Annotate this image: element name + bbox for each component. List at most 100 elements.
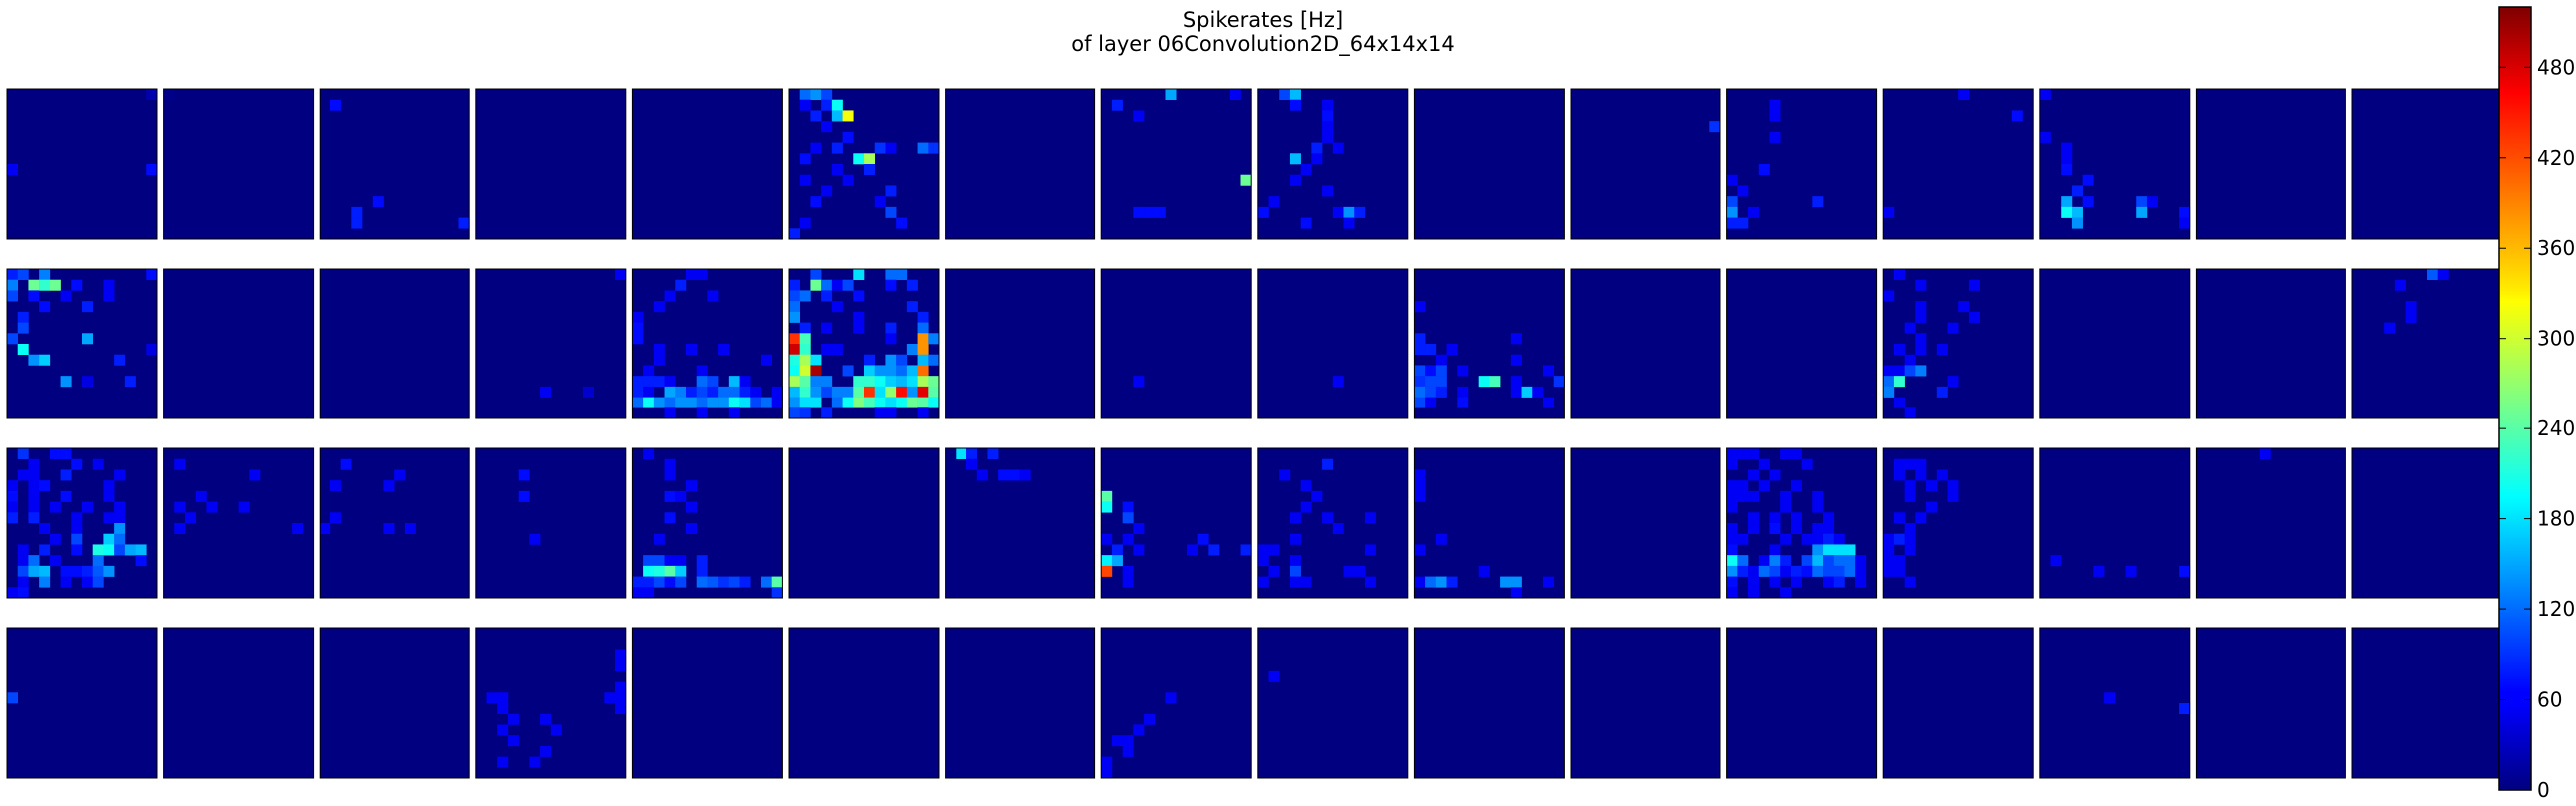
- heatmap-cell: [1322, 121, 1334, 133]
- heatmap-cell: [728, 407, 740, 419]
- heatmap-cell: [799, 99, 811, 111]
- feature-map-border: [1882, 268, 2034, 419]
- heatmap-cell: [885, 376, 897, 388]
- heatmap-cell: [789, 365, 801, 377]
- feature-map-border: [1726, 627, 1878, 779]
- feature-map-background: [475, 89, 626, 239]
- feature-map-background: [475, 448, 626, 598]
- feature-map-background: [2352, 89, 2502, 239]
- heatmap-cell: [7, 480, 19, 492]
- heatmap-cell: [1904, 523, 1916, 535]
- feature-map-border: [475, 447, 627, 599]
- heatmap-cell: [39, 480, 51, 492]
- heatmap-cell: [92, 576, 104, 588]
- heatmap-cell: [1812, 565, 1824, 577]
- heatmap-cell: [885, 354, 897, 366]
- heatmap-cell: [529, 533, 541, 545]
- heatmap-cell: [28, 290, 40, 302]
- heatmap-cell: [1737, 448, 1749, 460]
- feature-map-border: [788, 627, 940, 779]
- heatmap-cell: [1915, 469, 1927, 481]
- heatmap-cell: [507, 735, 519, 747]
- heatmap-cell: [1279, 469, 1291, 481]
- heatmap-cell: [664, 290, 676, 302]
- heatmap-cell: [1435, 365, 1447, 377]
- heatmap-cell: [383, 480, 395, 492]
- feature-map-background: [320, 89, 470, 239]
- heatmap-cell: [750, 386, 762, 398]
- feature-map-border: [1413, 627, 1565, 779]
- heatmap-cell: [1790, 480, 1802, 492]
- heatmap-cell: [831, 142, 843, 154]
- heatmap-cell: [853, 153, 865, 165]
- heatmap-cell: [2179, 206, 2191, 218]
- heatmap-cell: [1833, 555, 1845, 567]
- heatmap-cell: [1414, 544, 1426, 556]
- heatmap-cell: [1510, 333, 1522, 345]
- heatmap-cell: [632, 386, 644, 398]
- heatmap-cell: [7, 333, 19, 345]
- feature-map-22: [945, 268, 1096, 419]
- heatmap-cell: [1133, 544, 1145, 556]
- feature-map-border: [1257, 88, 1409, 240]
- heatmap-cell: [1758, 458, 1770, 470]
- heatmap-cell: [1968, 311, 1980, 323]
- heatmap-cell: [1478, 565, 1490, 577]
- feature-map-39: [1100, 447, 1252, 599]
- heatmap-cell: [2384, 322, 2396, 334]
- heatmap-cell: [632, 333, 644, 345]
- feature-map-20: [631, 268, 783, 419]
- heatmap-cell: [1144, 206, 1156, 218]
- heatmap-cell: [653, 576, 665, 588]
- heatmap-cell: [1332, 206, 1344, 218]
- heatmap-cell: [1812, 501, 1824, 513]
- heatmap-cell: [1833, 565, 1845, 577]
- heatmap-cell: [1726, 565, 1738, 577]
- heatmap-cell: [351, 217, 363, 229]
- heatmap-cell: [103, 480, 115, 492]
- heatmap-cell: [874, 196, 886, 208]
- heatmap-cell: [1289, 576, 1301, 588]
- heatmap-cell: [632, 397, 644, 408]
- heatmap-cell: [831, 301, 843, 313]
- heatmap-cell: [864, 386, 876, 398]
- heatmap-cell: [1414, 333, 1426, 345]
- heatmap-cell: [1904, 407, 1916, 419]
- feature-map-12: [1882, 88, 2034, 240]
- heatmap-cell: [1257, 206, 1269, 218]
- heatmap-cell: [1936, 344, 1948, 356]
- heatmap-cell: [664, 386, 676, 398]
- heatmap-cell: [60, 376, 72, 388]
- heatmap-cell: [39, 279, 51, 291]
- heatmap-cell: [249, 469, 261, 481]
- heatmap-cell: [874, 365, 886, 377]
- heatmap-cell: [874, 386, 886, 398]
- heatmap-cell: [928, 354, 940, 366]
- heatmap-cell: [643, 448, 655, 460]
- feature-map-1: [163, 88, 315, 240]
- feature-map-background: [1571, 89, 1720, 239]
- heatmap-cell: [664, 458, 676, 470]
- heatmap-cell: [917, 365, 929, 377]
- heatmap-cell: [60, 565, 72, 577]
- colorbar-tick-label: 0: [2537, 778, 2550, 802]
- heatmap-cell: [664, 555, 676, 567]
- heatmap-cell: [853, 269, 865, 281]
- heatmap-cell: [853, 376, 865, 388]
- heatmap-cell: [896, 354, 908, 366]
- heatmap-cell: [1133, 206, 1145, 218]
- heatmap-cell: [1769, 110, 1781, 122]
- heatmap-cell: [1726, 217, 1738, 229]
- heatmap-cell: [1904, 365, 1916, 377]
- heatmap-cell: [664, 512, 676, 524]
- heatmap-cell: [874, 376, 886, 388]
- heatmap-cell: [643, 365, 655, 377]
- feature-map-border: [2195, 627, 2346, 779]
- heatmap-cell: [718, 397, 730, 408]
- heatmap-cell: [7, 512, 19, 524]
- heatmap-cell: [1904, 480, 1916, 492]
- feature-map-background: [1414, 628, 1565, 778]
- feature-map-border: [1882, 447, 2034, 599]
- heatmap-cell: [2061, 153, 2073, 165]
- heatmap-cell: [39, 523, 51, 535]
